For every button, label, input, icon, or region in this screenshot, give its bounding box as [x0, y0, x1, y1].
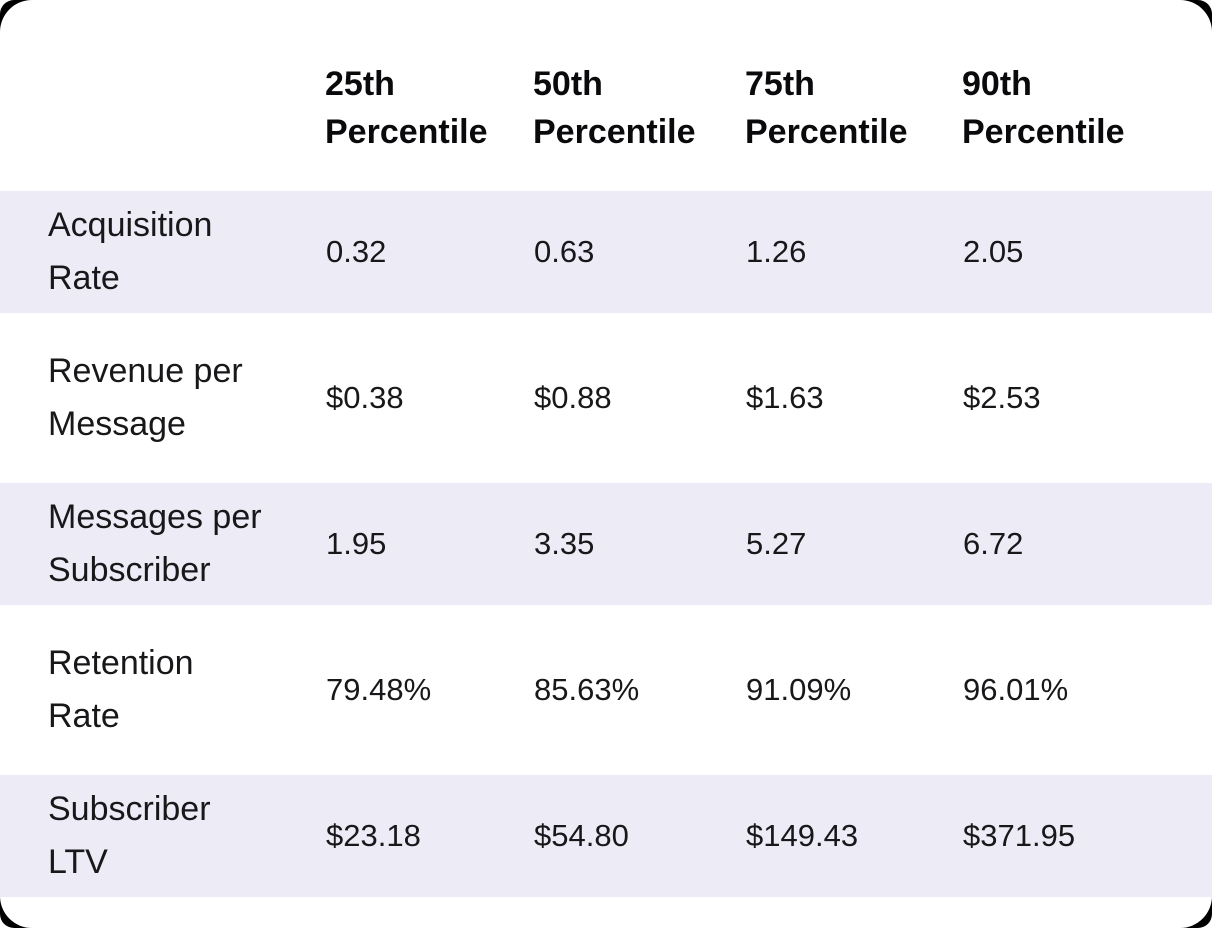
header-empty-cell — [0, 24, 325, 167]
cell-value: $1.63 — [745, 337, 962, 459]
row-label: Retention Rate — [0, 629, 325, 751]
cell-value: 79.48% — [325, 629, 533, 751]
cell-value: 6.72 — [962, 483, 1212, 605]
header-row: 25th Percentile 50th Percentile 75th Per… — [0, 24, 1212, 167]
cell-value: $0.88 — [533, 337, 745, 459]
cell-value: $23.18 — [325, 775, 533, 897]
table-row-subscriber-ltv: Subscriber LTV $23.18 $54.80 $149.43 $37… — [0, 775, 1212, 897]
row-label: Acquisition Rate — [0, 191, 325, 313]
cell-value: 85.63% — [533, 629, 745, 751]
table-row-messages-per-subscriber: Messages per Subscriber 1.95 3.35 5.27 6… — [0, 483, 1212, 605]
cell-value: 1.95 — [325, 483, 533, 605]
cell-value: 2.05 — [962, 191, 1212, 313]
cell-value: $2.53 — [962, 337, 1212, 459]
row-label: Messages per Subscriber — [0, 483, 325, 605]
cell-value: $54.80 — [533, 775, 745, 897]
cell-value: $0.38 — [325, 337, 533, 459]
row-label: Revenue per Message — [0, 337, 325, 459]
column-header-75th: 75th Percentile — [745, 65, 908, 151]
column-header-25th: 25th Percentile — [325, 65, 488, 151]
table-row-revenue-per-message: Revenue per Message $0.38 $0.88 $1.63 $2… — [0, 337, 1212, 459]
cell-value: 96.01% — [962, 629, 1212, 751]
cell-value: 1.26 — [745, 191, 962, 313]
cell-value: 5.27 — [745, 483, 962, 605]
cell-value: $371.95 — [962, 775, 1212, 897]
table-row-acquisition-rate: Acquisition Rate 0.32 0.63 1.26 2.05 — [0, 191, 1212, 313]
row-label: Subscriber LTV — [0, 775, 325, 897]
column-header-90th: 90th Percentile — [962, 65, 1125, 151]
cell-value: 91.09% — [745, 629, 962, 751]
cell-value: 3.35 — [533, 483, 745, 605]
column-header-50th: 50th Percentile — [533, 65, 696, 151]
table-row-retention-rate: Retention Rate 79.48% 85.63% 91.09% 96.0… — [0, 629, 1212, 751]
cell-value: 0.63 — [533, 191, 745, 313]
cell-value: $149.43 — [745, 775, 962, 897]
cell-value: 0.32 — [325, 191, 533, 313]
